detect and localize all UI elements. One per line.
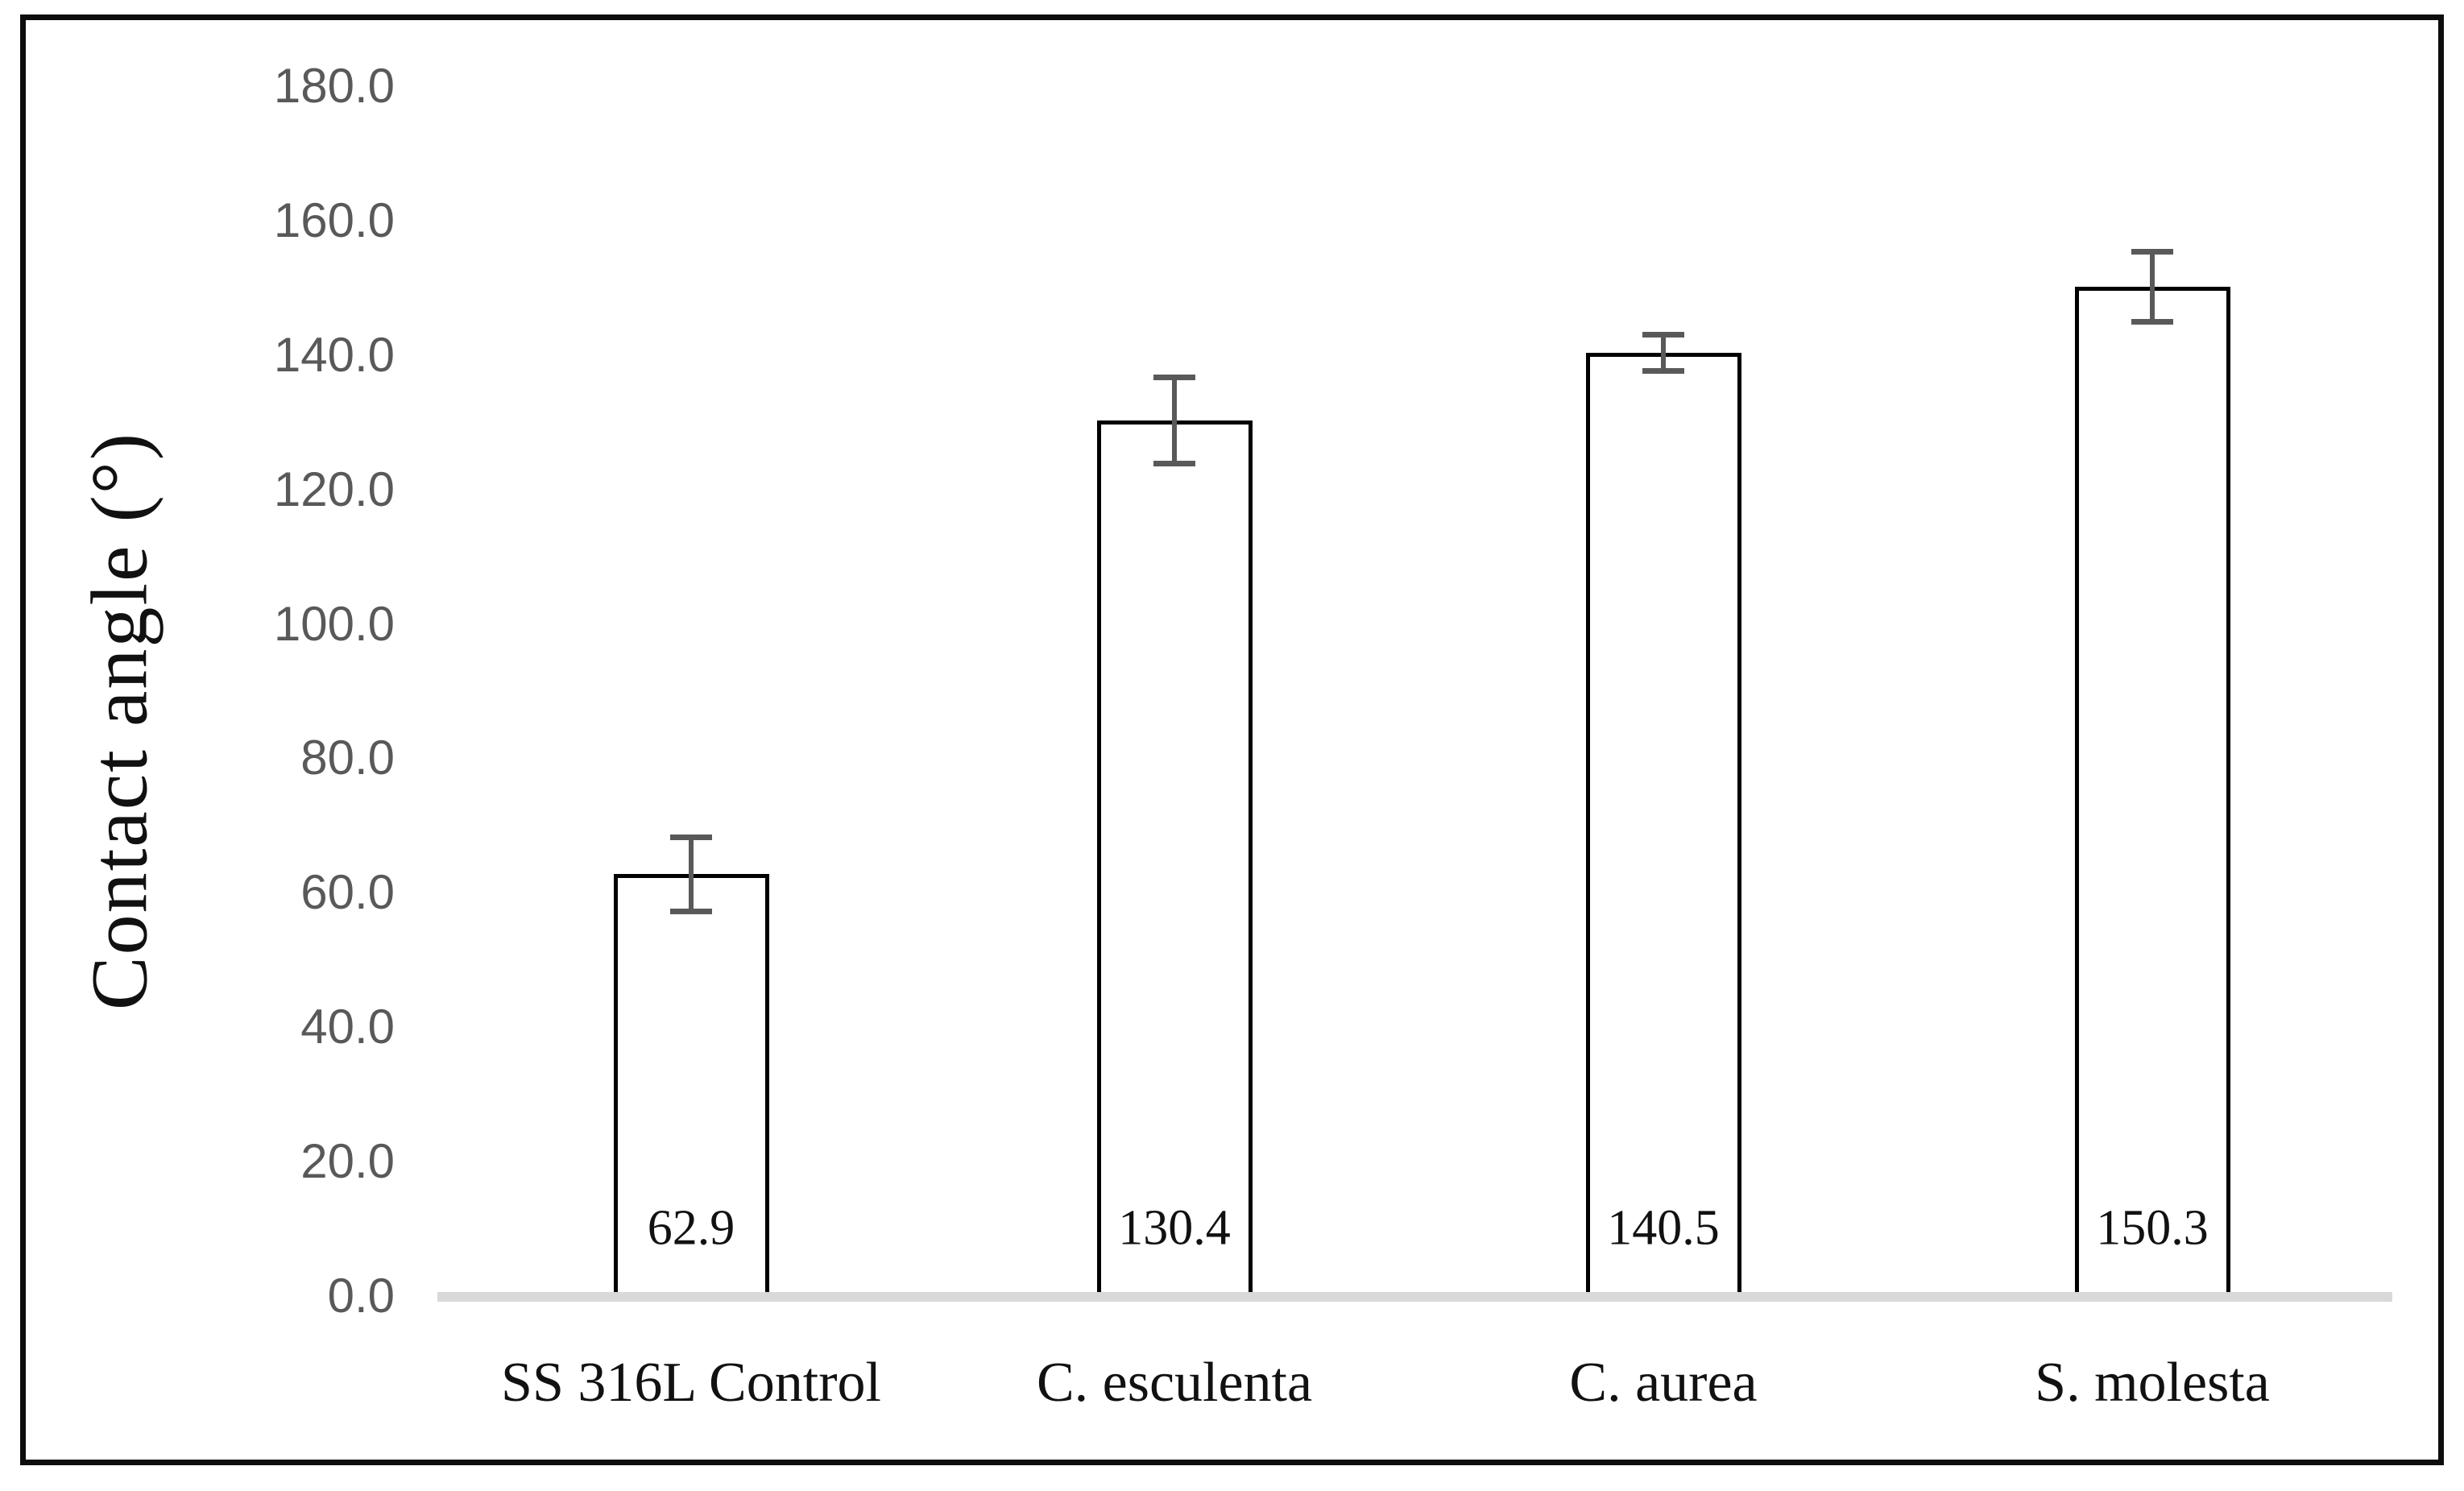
y-tick-label: 160.0 — [273, 193, 395, 247]
error-bar-top-cap — [1153, 375, 1195, 381]
error-bar-top-cap — [670, 835, 712, 841]
error-bar-line — [689, 837, 694, 912]
error-bar-top-cap — [2131, 249, 2173, 255]
bar-value-label: 140.5 — [1607, 1200, 1720, 1256]
bar-value-label: 62.9 — [647, 1200, 735, 1256]
error-bar-line — [1661, 334, 1666, 371]
y-tick-label: 100.0 — [273, 596, 395, 651]
error-bar-bottom-cap — [670, 909, 712, 915]
bar-value-label: 130.4 — [1118, 1200, 1231, 1256]
y-axis-title: Contact angle (°) — [74, 431, 164, 1011]
y-tick-label: 80.0 — [300, 731, 395, 785]
y-tick-label: 20.0 — [300, 1134, 395, 1189]
bar — [2074, 286, 2230, 1297]
y-tick-label: 60.0 — [300, 865, 395, 920]
y-tick-label: 120.0 — [273, 462, 395, 516]
error-bar-bottom-cap — [1642, 368, 1684, 375]
bar — [613, 874, 769, 1297]
x-axis-category-label: SS 316L Control — [501, 1352, 881, 1414]
x-axis-category-label: C. aurea — [1569, 1352, 1758, 1414]
error-bar-bottom-cap — [1153, 461, 1195, 467]
bar — [1585, 352, 1741, 1297]
error-bar-bottom-cap — [2131, 319, 2173, 325]
bar — [1096, 420, 1253, 1297]
x-axis-category-label: C. esculenta — [1036, 1352, 1313, 1414]
y-tick-label: 140.0 — [273, 327, 395, 382]
error-bar-line — [1172, 377, 1177, 464]
error-bar-top-cap — [1642, 332, 1684, 338]
x-axis-category-label: S. molesta — [2035, 1352, 2270, 1414]
y-tick-label: 40.0 — [300, 1000, 395, 1054]
y-tick-label: 0.0 — [327, 1269, 395, 1323]
x-axis-line — [437, 1292, 2392, 1302]
bar-value-label: 150.3 — [2096, 1200, 2209, 1256]
y-tick-label: 180.0 — [273, 59, 395, 114]
error-bar-line — [2150, 251, 2155, 322]
figure-border — [20, 14, 2444, 1465]
